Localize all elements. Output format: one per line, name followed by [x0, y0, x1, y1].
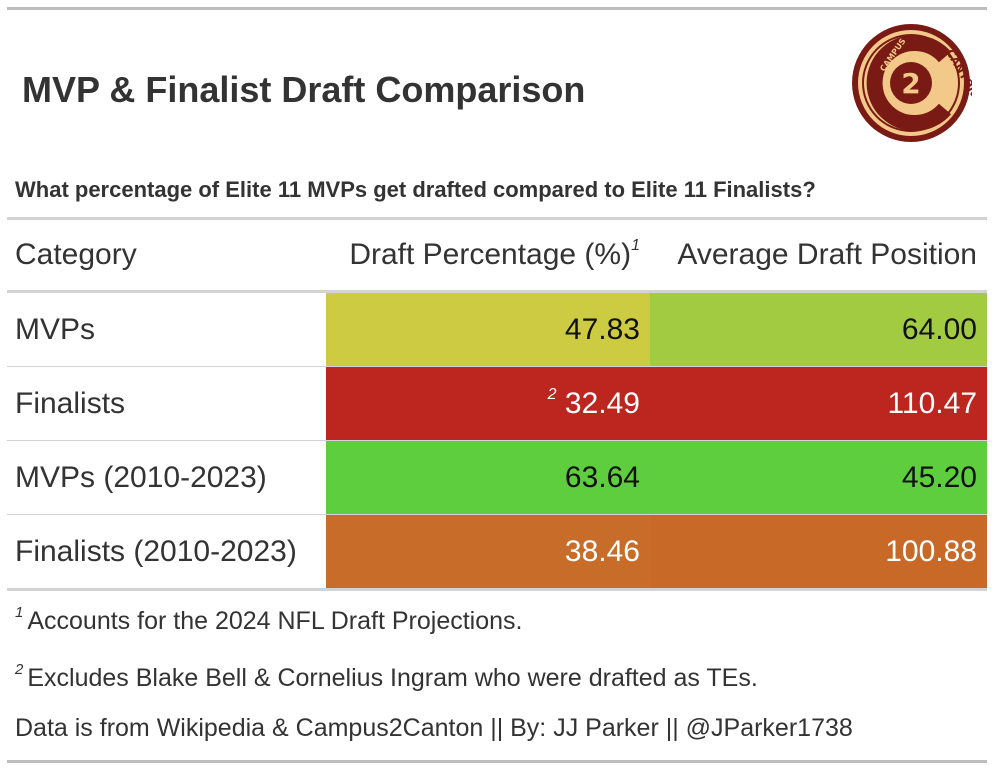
average-draft-position-cell: 64.00 [650, 291, 987, 367]
gt-table-figure: MVP & Finalist Draft Comparison 2 CANTON… [7, 7, 987, 763]
draft-percentage-cell: 47.83 [326, 291, 650, 367]
footnote-mark: 2 [547, 385, 557, 403]
data-table: Category Draft Percentage (%)1 Average D… [7, 220, 987, 591]
chart-title: MVP & Finalist Draft Comparison [22, 69, 586, 110]
footnote-2: 2 Excludes Blake Bell & Cornelius Ingram … [15, 661, 758, 692]
chart-subtitle: What percentage of Elite 11 MVPs get dra… [15, 177, 816, 202]
draft-percentage-cell: 38.46 [326, 514, 650, 591]
average-draft-position-cell: 110.47 [650, 366, 987, 441]
table-row: MVPs 47.83 64.00 [7, 291, 987, 367]
category-cell: Finalists (2010-2023) [7, 514, 326, 591]
average-draft-position-cell: 100.88 [650, 514, 987, 591]
table-row: Finalists 2 32.49 110.47 [7, 366, 987, 441]
average-draft-position-cell: 45.20 [650, 440, 987, 515]
top-rule [7, 7, 987, 10]
subtitle-rule [7, 217, 987, 220]
campus2canton-logo: 2 CANTON CAMPUS [852, 24, 972, 142]
source-note: Data is from Wikipedia & Campus2Canton |… [15, 714, 853, 742]
draft-percentage-cell: 2 32.49 [326, 366, 650, 441]
column-header-category: Category [7, 220, 326, 293]
footnote-mark: 1 [631, 237, 640, 254]
table-row: MVPs (2010-2023) 63.64 45.20 [7, 440, 987, 515]
svg-text:2: 2 [901, 67, 920, 100]
draft-percentage-cell: 63.64 [326, 440, 650, 515]
table-row: Finalists (2010-2023) 38.46 100.88 [7, 514, 987, 591]
category-cell: MVPs [7, 291, 326, 367]
column-header-draft-percentage: Draft Percentage (%)1 [326, 220, 650, 293]
category-cell: MVPs (2010-2023) [7, 440, 326, 515]
column-header-average-draft-position: Average Draft Position [650, 220, 987, 293]
header-row: Category Draft Percentage (%)1 Average D… [7, 220, 987, 293]
bottom-rule [7, 760, 987, 763]
category-cell: Finalists [7, 366, 326, 441]
footnote-1: 1 Accounts for the 2024 NFL Draft Project… [15, 604, 523, 635]
